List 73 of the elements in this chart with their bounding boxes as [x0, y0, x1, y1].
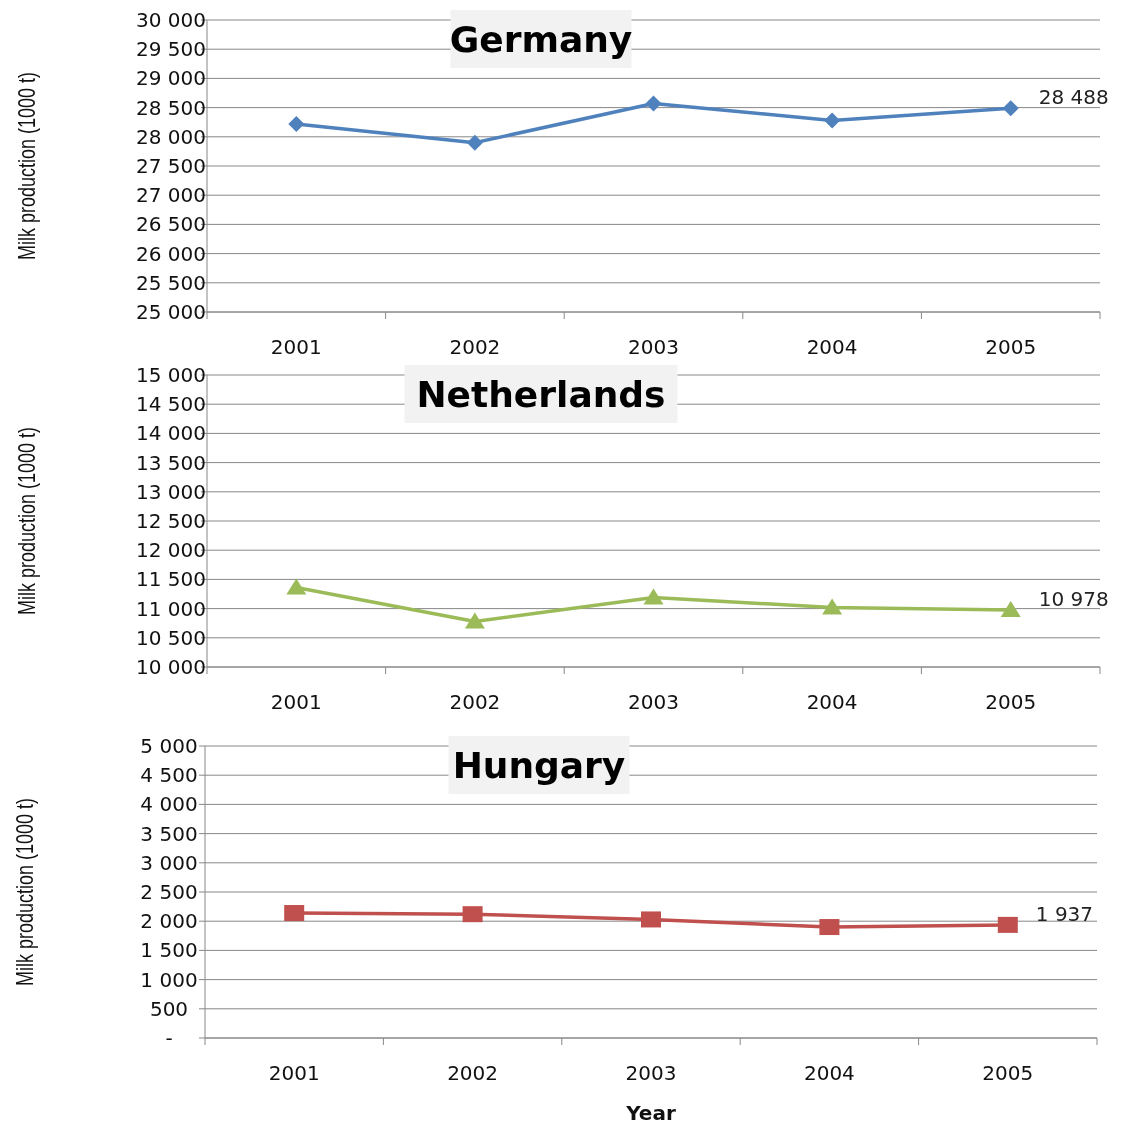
y-tick-label: 3 000: [140, 850, 198, 875]
y-tick-label: 12 500: [136, 509, 206, 533]
data-label: 1 937: [1035, 901, 1094, 926]
y-axis-title: Milk production (1000 t): [11, 798, 39, 986]
y-tick-label: 27 500: [136, 154, 206, 178]
x-tick-label: 2003: [625, 1061, 677, 1085]
data-label: 10 978: [1038, 586, 1109, 611]
point: [466, 134, 483, 151]
chart-title: Germany: [449, 19, 633, 60]
y-tick-label: 25 500: [136, 270, 206, 295]
x-tick-label: 2002: [447, 1061, 499, 1085]
y-tick-label: 5 000: [140, 734, 198, 758]
x-tick-label: 2001: [270, 335, 322, 359]
y-tick-label: 2 500: [140, 880, 198, 904]
y-tick-label: 3 500: [140, 821, 198, 846]
y-axis-title: Milk production (1000 t): [13, 72, 41, 260]
data-label: 28 488: [1038, 85, 1109, 110]
y-tick-label: 25 000: [136, 300, 206, 324]
x-tick-label: 2005: [985, 690, 1037, 714]
x-axis-title: Year: [625, 1101, 676, 1125]
y-tick-label: 4 500: [140, 763, 198, 788]
x-tick-label: 2005: [982, 1061, 1034, 1085]
x-tick-label: 2001: [268, 1061, 320, 1085]
x-tick-label: 2002: [449, 690, 501, 714]
y-tick-label: 10 000: [136, 655, 206, 679]
y-tick-label: 11 000: [136, 596, 206, 621]
x-tick-label: 2005: [985, 335, 1037, 359]
y-tick-label: 29 500: [136, 37, 206, 62]
y-tick-label: 26 500: [136, 212, 206, 237]
y-tick-label: 30 000: [136, 8, 206, 32]
y-tick-label: 1 000: [140, 967, 198, 992]
point: [822, 598, 843, 615]
y-axis-title: Milk production (1000 t): [13, 427, 41, 615]
x-tick-label: 2002: [449, 335, 501, 359]
x-tick-label: 2004: [806, 690, 858, 714]
y-tick-label: 500: [149, 996, 189, 1021]
x-tick-label: 2001: [270, 690, 322, 714]
point: [997, 916, 1018, 933]
y-tick-label: 28 000: [136, 124, 206, 149]
point: [286, 578, 307, 595]
point: [645, 95, 662, 112]
point: [643, 588, 664, 605]
y-tick-label: 4 000: [140, 792, 198, 817]
y-tick-label: 1 500: [140, 938, 198, 963]
point: [464, 612, 485, 629]
point: [1000, 600, 1021, 617]
y-tick-label: -: [165, 1026, 173, 1050]
point: [284, 905, 305, 922]
y-tick-label: 13 500: [136, 450, 206, 475]
point: [288, 115, 305, 132]
y-tick-label: 14 500: [136, 392, 206, 417]
x-tick-label: 2004: [806, 335, 858, 359]
y-tick-label: 13 000: [136, 479, 206, 504]
y-tick-label: 27 000: [136, 183, 206, 208]
y-tick-label: 11 500: [136, 567, 206, 592]
x-tick-label: 2003: [628, 335, 679, 359]
y-tick-label: 28 500: [136, 95, 206, 120]
x-tick-label: 2003: [628, 690, 679, 714]
chart-title: Hungary: [452, 745, 626, 786]
point: [824, 112, 841, 129]
point: [1002, 100, 1019, 117]
y-tick-label: 2 000: [140, 909, 198, 934]
y-tick-label: 29 000: [136, 66, 206, 91]
point: [641, 911, 661, 928]
y-tick-label: 12 000: [136, 538, 206, 563]
point: [462, 906, 483, 923]
x-tick-label: 2004: [803, 1061, 855, 1085]
chart-title: Netherlands: [416, 374, 666, 415]
y-tick-label: 10 500: [136, 625, 206, 650]
point: [819, 919, 840, 936]
y-tick-label: 15 000: [136, 363, 206, 387]
y-tick-label: 14 000: [136, 421, 206, 446]
y-tick-label: 26 000: [136, 241, 206, 266]
